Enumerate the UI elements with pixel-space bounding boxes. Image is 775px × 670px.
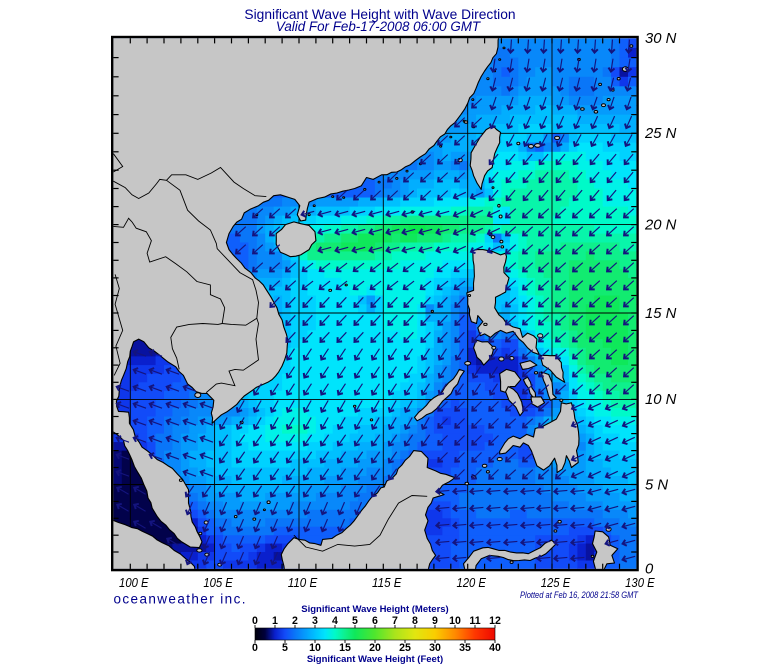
svg-text:Significant Wave Height with W: Significant Wave Height with Wave Direct… [244,7,515,22]
svg-text:0: 0 [645,562,654,578]
svg-text:120 E: 120 E [456,576,486,590]
svg-text:100 E: 100 E [119,576,149,590]
svg-text:0: 0 [252,615,258,627]
svg-text:35: 35 [459,642,471,654]
svg-text:25 N: 25 N [644,126,677,142]
svg-text:12: 12 [489,615,501,627]
svg-text:15: 15 [339,642,351,654]
svg-text:105 E: 105 E [203,576,233,590]
svg-text:10: 10 [449,615,461,627]
svg-text:115 E: 115 E [372,576,402,590]
svg-text:2: 2 [292,615,298,627]
svg-text:7: 7 [392,615,398,627]
svg-text:Valid For Feb-17-2008 06:00 GM: Valid For Feb-17-2008 06:00 GMT [276,19,481,34]
svg-text:5: 5 [352,615,358,627]
svg-text:15 N: 15 N [645,306,677,322]
svg-text:30 N: 30 N [645,31,677,47]
svg-text:30: 30 [429,642,441,654]
svg-text:0: 0 [252,642,258,654]
svg-text:20: 20 [369,642,381,654]
svg-text:11: 11 [469,615,480,627]
svg-text:8: 8 [412,615,418,627]
svg-text:9: 9 [432,615,438,627]
svg-text:20 N: 20 N [644,217,677,233]
svg-text:4: 4 [332,615,338,627]
svg-text:125 E: 125 E [541,576,571,590]
svg-text:3: 3 [312,615,318,627]
svg-text:Significant Wave Height (Feet): Significant Wave Height (Feet) [307,654,443,665]
svg-text:1: 1 [272,615,278,627]
svg-text:Plotted at Feb 16, 2008 21:58: Plotted at Feb 16, 2008 21:58 GMT [520,590,639,601]
svg-text:130 E: 130 E [625,576,655,590]
svg-text:5: 5 [282,642,288,654]
svg-text:5 N: 5 N [645,477,668,493]
svg-text:Significant Wave Height (Meter: Significant Wave Height (Meters) [301,604,448,615]
svg-text:10 N: 10 N [645,392,677,408]
svg-text:40: 40 [489,642,501,654]
svg-text:25: 25 [399,642,411,654]
svg-text:oceanweather inc.: oceanweather inc. [114,592,247,607]
svg-text:6: 6 [372,615,378,627]
svg-text:110 E: 110 E [288,576,318,590]
svg-text:10: 10 [309,642,321,654]
